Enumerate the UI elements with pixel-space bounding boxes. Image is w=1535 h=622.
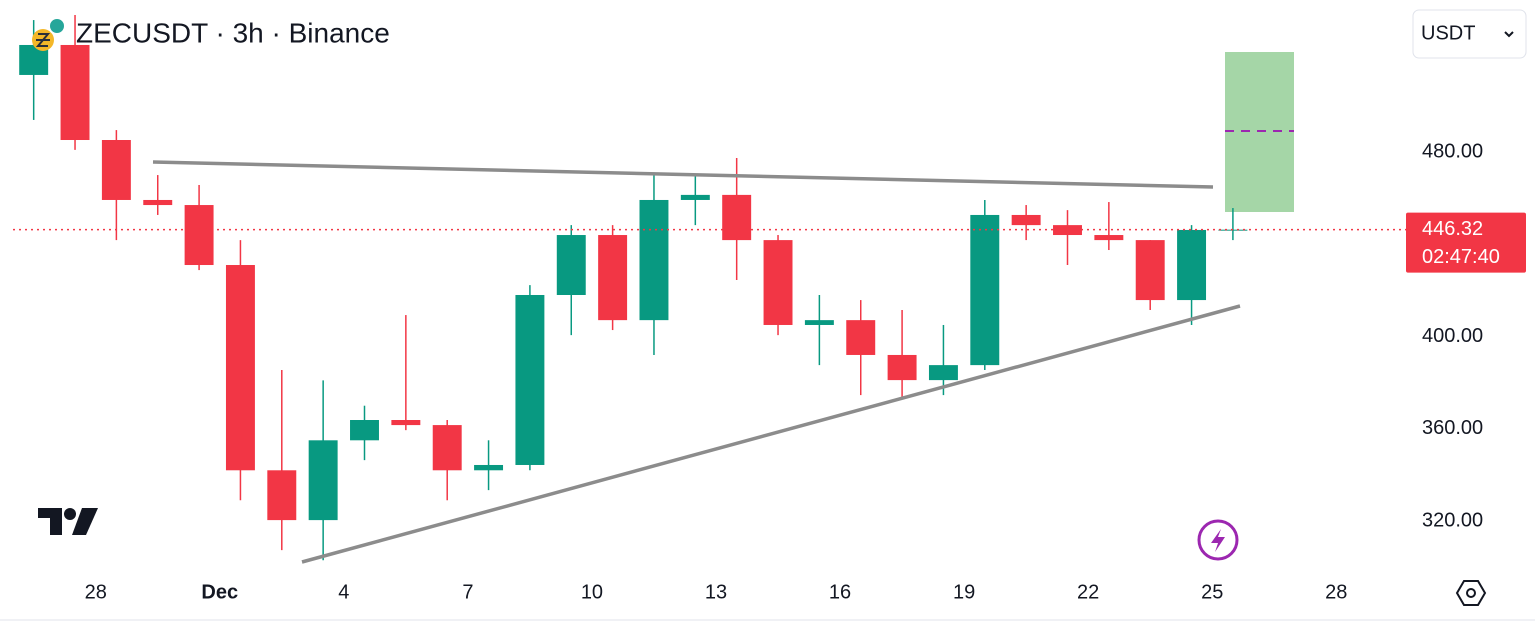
candle-body (722, 194, 752, 241)
candle-body (60, 44, 90, 141)
settings-glyph[interactable] (1466, 588, 1476, 598)
y-tick-label: 320.00 (1422, 509, 1483, 531)
candle-body (680, 194, 710, 200)
y-tick-label: 360.00 (1422, 417, 1483, 439)
exchange-icon (48, 17, 66, 35)
x-tick-label: 22 (1077, 581, 1099, 603)
candle-body (225, 265, 255, 471)
y-tick-label: 400.00 (1422, 325, 1483, 347)
candle-body (928, 365, 958, 381)
lightning-button[interactable] (1197, 519, 1239, 561)
candle-body (556, 235, 586, 295)
x-tick-label: 28 (85, 581, 107, 603)
candle-body (184, 205, 214, 266)
candle-body (1053, 225, 1082, 236)
candle-body (391, 420, 421, 426)
candle-body (1177, 229, 1207, 301)
x-tick-label: Dec (201, 581, 238, 603)
candle-body (350, 420, 379, 441)
x-tick-label: 19 (953, 581, 975, 603)
coin-glyph (35, 33, 51, 47)
last-price-label: 446.32 (1422, 218, 1483, 240)
candle-body (474, 464, 504, 471)
currency-label[interactable]: USDT (1421, 22, 1475, 44)
resistance-trendline (152, 160, 1214, 189)
price-badge (1406, 212, 1526, 273)
candle-body (887, 354, 917, 381)
x-tick-label: 25 (1201, 581, 1223, 603)
chart-title: ZECUSDT · 3h · Binance (76, 17, 390, 48)
candle-body (598, 235, 628, 321)
candles (19, 14, 1248, 561)
x-tick-label: 10 (581, 581, 603, 603)
candle-body (970, 214, 1000, 366)
x-tick-label: 7 (462, 581, 473, 603)
candle-body (101, 140, 131, 200)
lightning-glyph[interactable] (1211, 529, 1225, 552)
candle-body (1011, 214, 1041, 226)
x-tick-label: 16 (829, 581, 851, 603)
candle-body (143, 199, 173, 206)
candle-body (432, 425, 462, 471)
currency-selector[interactable] (1412, 9, 1527, 59)
candle-body (639, 199, 669, 321)
support-trendline (301, 304, 1241, 564)
dropdown-chevron[interactable] (1504, 31, 1514, 38)
candle-body (1094, 235, 1124, 241)
candle-body (515, 294, 545, 465)
x-tick-label: 28 (1325, 581, 1347, 603)
candle-body (804, 320, 834, 325)
y-tick-label: 480.00 (1422, 140, 1483, 162)
settings-button[interactable] (1455, 580, 1487, 606)
tv-logo (38, 508, 98, 535)
candle-body (846, 320, 876, 355)
x-tick-label: 4 (338, 581, 349, 603)
candle-body (1135, 240, 1165, 301)
countdown-label: 02:47:40 (1422, 246, 1500, 268)
x-tick-label: 13 (705, 581, 727, 603)
candle-body (267, 470, 297, 521)
candle-body (763, 240, 793, 325)
candle-body (308, 440, 338, 521)
